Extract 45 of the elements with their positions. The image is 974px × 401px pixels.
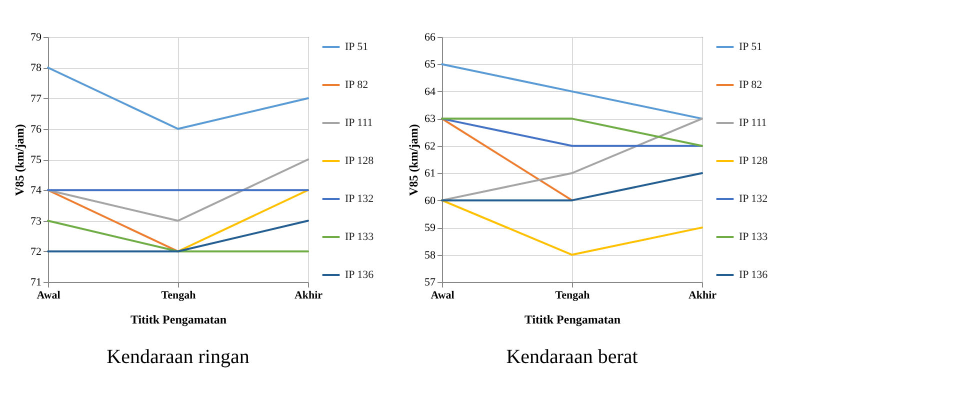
y-tick-label: 66 — [424, 32, 436, 44]
y-tick-label: 65 — [424, 58, 436, 71]
legend-label: IP 133 — [345, 231, 374, 243]
legend-label: IP 82 — [739, 79, 762, 91]
y-axis-title: V85 (km/jam) — [12, 124, 26, 196]
text: Kendaraan ringan — [106, 346, 250, 368]
y-tick-label: 62 — [424, 140, 436, 152]
x-tick-label: Tengah — [161, 290, 196, 302]
legend-label: IP 82 — [345, 79, 368, 91]
legend-label: IP 128 — [739, 155, 768, 167]
y-tick-label: 79 — [30, 32, 42, 44]
y-tick-label: 76 — [30, 123, 42, 136]
legend-label: IP 136 — [345, 269, 374, 281]
x-tick-label: Akhir — [688, 290, 717, 302]
y-tick-label: 74 — [30, 184, 42, 197]
x-axis-title: Tititk Pengamatan — [130, 312, 227, 326]
y-tick-label: 78 — [30, 62, 42, 74]
legend-label: IP 128 — [345, 155, 374, 167]
y-tick-label: 59 — [424, 222, 436, 234]
y-tick-label: 75 — [30, 154, 42, 166]
x-tick-label: Awal — [36, 290, 60, 302]
y-tick-label: 72 — [30, 246, 42, 258]
legend-label: IP 136 — [739, 269, 768, 281]
legend-label: IP 111 — [345, 117, 373, 129]
y-tick-label: 58 — [424, 249, 436, 262]
y-axis-title: V85 (km/jam) — [406, 124, 420, 196]
y-tick-label: 60 — [424, 194, 436, 207]
x-tick-label: Akhir — [294, 290, 323, 302]
y-tick-label: 61 — [424, 168, 436, 180]
legend-label: IP 132 — [345, 193, 374, 205]
y-tick-label: 73 — [30, 215, 42, 228]
legend-label: IP 51 — [345, 41, 368, 53]
legend-label: IP 51 — [739, 41, 762, 53]
y-tick-label: 57 — [424, 276, 436, 288]
y-tick-label: 77 — [30, 92, 42, 105]
legend-label: IP 111 — [739, 117, 767, 129]
y-tick-label: 64 — [424, 86, 436, 98]
y-tick-label: 71 — [30, 276, 42, 288]
x-axis-title: Tititk Pengamatan — [524, 312, 621, 326]
x-tick-label: Awal — [430, 290, 454, 302]
text: Kendaraan berat — [506, 346, 638, 368]
legend-label: IP 132 — [739, 193, 768, 205]
y-tick-label: 63 — [424, 113, 436, 126]
legend-label: IP 133 — [739, 231, 768, 243]
x-tick-label: Tengah — [555, 290, 590, 302]
